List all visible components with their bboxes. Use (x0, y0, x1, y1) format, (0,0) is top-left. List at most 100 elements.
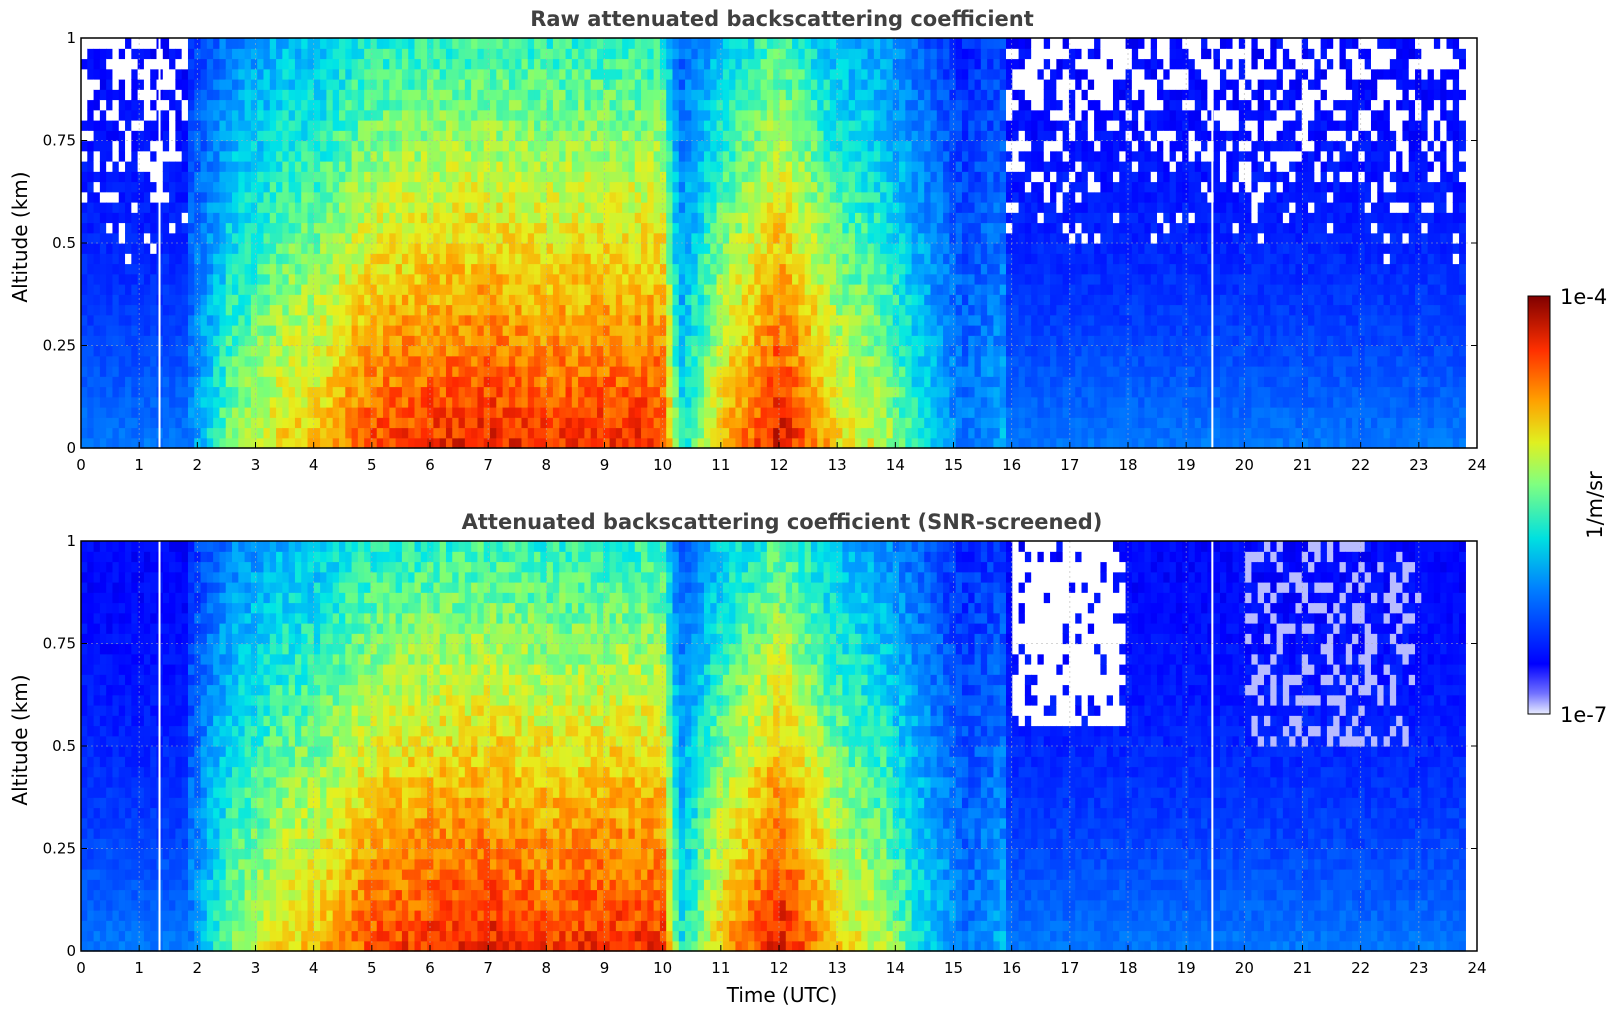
heatmap-cell (830, 387, 837, 398)
heatmap-cell (465, 161, 472, 172)
heatmap-cell (584, 202, 591, 213)
heatmap-cell (396, 141, 403, 152)
heatmap-cell (792, 69, 799, 80)
heatmap-cell (817, 356, 824, 367)
heatmap-cell (584, 294, 591, 305)
heatmap-cell (377, 151, 384, 162)
heatmap-cell (295, 151, 302, 162)
heatmap-cell (263, 130, 270, 141)
heatmap-cell (786, 110, 793, 121)
heatmap-cell (377, 294, 384, 305)
heatmap-cell (440, 264, 447, 275)
heatmap-cell (654, 48, 661, 59)
heatmap-cell (842, 182, 849, 193)
heatmap-cell (301, 69, 308, 80)
heatmap-cell (710, 69, 717, 80)
heatmap-cell (742, 59, 749, 70)
heatmap-cell (452, 192, 459, 203)
heatmap-cell (138, 417, 145, 428)
heatmap-cell (339, 387, 346, 398)
heatmap-cell (654, 315, 661, 326)
heatmap-cell (591, 130, 598, 141)
heatmap-cell (295, 100, 302, 111)
heatmap-cell (490, 264, 497, 275)
heatmap-cell (459, 346, 466, 357)
heatmap-cell (622, 397, 629, 408)
heatmap-cell (698, 253, 705, 264)
heatmap-cell (798, 202, 805, 213)
heatmap-cell (144, 141, 151, 152)
heatmap-cell (754, 264, 761, 275)
heatmap-cell (94, 79, 101, 90)
heatmap-cell (779, 284, 786, 295)
heatmap-cell (81, 366, 88, 377)
heatmap-cell (515, 171, 522, 182)
heatmap-cell (188, 161, 195, 172)
heatmap-cell (673, 233, 680, 244)
heatmap-cell (219, 284, 226, 295)
heatmap-cell (597, 243, 604, 254)
heatmap-cell (188, 325, 195, 336)
heatmap-cell (358, 264, 365, 275)
heatmap-cell (314, 79, 321, 90)
heatmap-cell (289, 407, 296, 418)
heatmap-cell (257, 438, 264, 449)
heatmap-cell (188, 223, 195, 234)
heatmap-cell (710, 325, 717, 336)
heatmap-cell (635, 243, 642, 254)
heatmap-cell (685, 212, 692, 223)
heatmap-cell (452, 315, 459, 326)
heatmap-cell (490, 376, 497, 387)
heatmap-cell (704, 192, 711, 203)
heatmap-cell (547, 48, 554, 59)
heatmap-cell (408, 171, 415, 182)
heatmap-cell (188, 366, 195, 377)
heatmap-cell (748, 171, 755, 182)
heatmap-cell (106, 407, 113, 418)
heatmap-cell (440, 233, 447, 244)
heatmap-cell (704, 89, 711, 100)
heatmap-cell (654, 212, 661, 223)
heatmap-cell (622, 417, 629, 428)
heatmap-cell (553, 110, 560, 121)
heatmap-cell (125, 202, 132, 213)
heatmap-cell (490, 38, 497, 49)
heatmap-cell (169, 212, 176, 223)
heatmap-cell (163, 274, 170, 285)
heatmap-cell (446, 59, 453, 70)
heatmap-cell (490, 48, 497, 59)
heatmap-cell (767, 264, 774, 275)
heatmap-cell (654, 192, 661, 203)
heatmap-cell (660, 100, 667, 111)
heatmap-cell (811, 223, 818, 234)
heatmap-cell (358, 79, 365, 90)
heatmap-cell (163, 428, 170, 439)
heatmap-cell (238, 110, 245, 121)
heatmap-cell (163, 305, 170, 316)
heatmap-cell (402, 182, 409, 193)
heatmap-cell (830, 305, 837, 316)
heatmap-cell (723, 366, 730, 377)
heatmap-cell (710, 356, 717, 367)
heatmap-cell (767, 366, 774, 377)
heatmap-cell (383, 69, 390, 80)
heatmap-cell (377, 141, 384, 152)
heatmap-cell (226, 151, 233, 162)
heatmap-cell (194, 161, 201, 172)
heatmap-cell (364, 212, 371, 223)
heatmap-cell (408, 130, 415, 141)
heatmap-cell (182, 264, 189, 275)
heatmap-cell (723, 305, 730, 316)
heatmap-cell (389, 38, 396, 49)
heatmap-cell (717, 335, 724, 346)
heatmap-cell (635, 325, 642, 336)
heatmap-cell (465, 325, 472, 336)
heatmap-cell (597, 284, 604, 295)
heatmap-cell (295, 212, 302, 223)
heatmap-cell (125, 161, 132, 172)
heatmap-cell (798, 428, 805, 439)
heatmap-cell (616, 202, 623, 213)
heatmap-cell (849, 212, 856, 223)
heatmap-cell (597, 192, 604, 203)
heatmap-cell (673, 192, 680, 203)
